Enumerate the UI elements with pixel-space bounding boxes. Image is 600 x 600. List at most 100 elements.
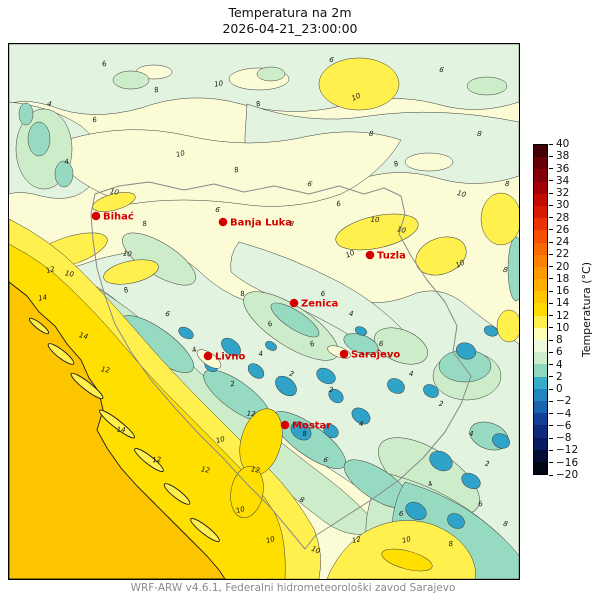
contour-label: 8	[298, 496, 306, 505]
colorbar-segment	[534, 303, 547, 316]
contour-label: 4	[359, 420, 364, 428]
contour-label: 10	[371, 216, 381, 224]
colorbar-tick-value: 40	[556, 138, 570, 150]
contour-label: 6	[322, 456, 330, 465]
contour-label: 12	[351, 535, 362, 545]
colorbar-tick-mark	[549, 425, 553, 427]
city-marker-dot	[289, 298, 299, 308]
contour-label: 10	[401, 535, 412, 545]
colorbar-segment	[534, 413, 547, 426]
contour-label: 8	[369, 130, 375, 138]
contour-label: 12	[100, 365, 111, 375]
colorbar-segment	[534, 157, 547, 170]
colorbar-tick-mark	[549, 376, 553, 378]
colorbar-segment	[534, 169, 547, 182]
colorbar-tick-mark	[549, 155, 553, 157]
colorbar-tick-value: −4	[556, 407, 572, 420]
colorbar-tick-mark	[549, 388, 553, 390]
contour-label: 12	[246, 410, 256, 419]
colorbar-tick-mark	[549, 413, 553, 415]
colorbar-tick-value: 26	[556, 223, 570, 236]
contour-label: 8	[393, 159, 401, 168]
contour-label: 2	[329, 386, 334, 394]
attribution-footer: WRF-ARW v4.6.1, Federalni hidrometeorolo…	[130, 582, 456, 594]
contour-label: 12	[45, 265, 56, 275]
colorbar-tick-labels: 40 38 36 34 32 30 28 26 24 22 20 18 16 14 12 10 8 6 4 2 0 −2−…	[549, 138, 591, 481]
colorbar-segment	[534, 266, 547, 280]
colorbar-tick-value: 24	[556, 236, 570, 249]
contour-label: 8	[142, 220, 148, 229]
colorbar-segment	[534, 230, 547, 243]
colorbar-tick-value: 30	[556, 199, 570, 212]
colorbar-tick-mark	[549, 474, 553, 476]
contour-label: 10	[344, 248, 356, 259]
colorbar-segment	[534, 181, 547, 194]
colorbar-segment	[534, 340, 547, 353]
contour-label: 6	[266, 319, 274, 328]
contour-label: 8	[288, 220, 295, 229]
colorbar-segment	[534, 425, 547, 438]
colorbar-segment	[534, 388, 547, 401]
colorbar-segment	[534, 437, 547, 450]
colorbar-tick-value: 28	[556, 211, 570, 224]
colorbar-tick-value: 10	[556, 321, 570, 334]
contour-label: 8	[233, 165, 240, 174]
colorbar-tick-mark	[549, 302, 553, 304]
contour-label: 10	[64, 269, 75, 279]
city-marker-dot	[91, 211, 101, 221]
contour-label: 10	[109, 187, 120, 197]
contour-label: 8	[502, 266, 508, 275]
colorbar-segment	[534, 193, 547, 206]
colorbar-segment	[534, 400, 547, 414]
contour-label: 6	[101, 59, 108, 68]
colorbar-tick-value: 18	[556, 272, 570, 285]
colorbar-tick-mark	[549, 204, 553, 206]
colorbar-tick-value: 4	[556, 358, 563, 371]
colorbar-segment	[534, 376, 547, 389]
contour-label: 4	[469, 430, 474, 438]
colorbar-tick-mark	[549, 315, 553, 317]
colorbar-tick-value: 32	[556, 187, 570, 200]
contour-label: 10	[396, 225, 407, 235]
contour-label: 10	[454, 258, 466, 269]
contour-label: 4	[191, 346, 198, 355]
colorbar-segment	[534, 315, 547, 328]
colorbar-tick-mark	[549, 339, 553, 341]
contour-label: 4	[64, 158, 70, 167]
colorbar-tick-value: −6	[556, 419, 572, 432]
city-markers: Bihać Banja Luka Tuzla Zenica Livno Sarajevo M…	[91, 211, 406, 432]
colorbar-tick-value: 22	[556, 248, 570, 261]
colorbar-tick-mark	[549, 217, 553, 219]
contour-label: 6	[321, 290, 326, 298]
contour-label: 14	[78, 331, 89, 341]
contour-label: 6	[306, 180, 314, 189]
colorbar-tick-mark	[549, 241, 553, 243]
colorbar-tick-value: −2	[556, 395, 572, 408]
contour-label: 4	[46, 100, 52, 109]
colorbar-tick-mark	[549, 364, 553, 366]
coastal-islands	[28, 317, 220, 542]
contour-label: 2	[230, 380, 236, 389]
city-marker-dot	[365, 250, 375, 260]
city-marker-dot	[280, 420, 290, 430]
colorbar-segment	[534, 291, 547, 304]
contour-label: 10	[350, 91, 362, 102]
colorbar-tick-value: 20	[556, 260, 570, 273]
contour-label: 6	[309, 339, 317, 348]
city-label: Tuzla	[377, 251, 406, 262]
temperature-contour-field	[9, 44, 519, 579]
figure-title: Temperatura na 2m 2026-04-21_23:00:00	[0, 5, 580, 38]
city-label: Banja Luka	[230, 218, 292, 229]
colorbar-tick-value: 38	[556, 150, 570, 163]
colorbar-tick-mark	[549, 229, 553, 231]
colorbar-tick-value: −20	[556, 469, 579, 481]
colorbar-tick-value: 12	[556, 309, 570, 322]
contour-label: 10	[235, 505, 246, 515]
city-label: Sarajevo	[351, 350, 400, 361]
contour-label: 6	[379, 340, 385, 348]
colorbar-tick-mark	[549, 351, 553, 353]
city-marker-dot	[218, 217, 228, 227]
contour-label: 12	[250, 465, 261, 475]
contour-label: 2	[288, 370, 295, 379]
contour-label: 8	[502, 520, 509, 529]
